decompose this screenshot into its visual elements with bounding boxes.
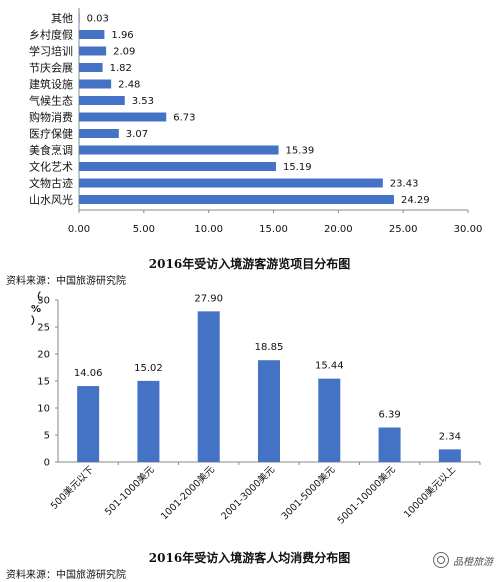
- chart2-y-tick-label: 15: [37, 377, 50, 388]
- chart1-category-label: 气候生态: [29, 94, 73, 108]
- chart1-bar: [79, 13, 80, 23]
- watermark-text: 品橙旅游: [453, 556, 493, 568]
- chart2-y-tick-label: 0: [44, 458, 50, 469]
- chart2-value-label: 14.06: [74, 368, 103, 379]
- chart1-bar: [79, 79, 112, 89]
- chart1-category-label: 山水风光: [29, 193, 73, 207]
- chart1-category-label: 学习培训: [29, 44, 73, 58]
- chart2-bar: [438, 449, 461, 462]
- chart2-category-label: 501-1000美元: [102, 463, 157, 518]
- chart1-category-label: 医疗保健: [29, 127, 73, 141]
- chart2-y-tick-label: 25: [37, 323, 50, 334]
- chart2-category-label: 10000美元以上: [401, 463, 458, 520]
- chart2-bar: [77, 386, 100, 462]
- chart1-x-tick-label: 5.00: [133, 224, 155, 235]
- chart2-value-label: 27.90: [194, 293, 223, 304]
- chart1-value-label: 15.19: [283, 162, 312, 173]
- chart1-value-label: 1.82: [110, 63, 132, 74]
- chart2-category-label: 5001-10000美元: [335, 463, 398, 526]
- chart1-value-label: 0.03: [87, 14, 109, 25]
- chart1-value-label: 15.39: [286, 146, 315, 157]
- chart2-y-axis-label: （%）: [31, 290, 41, 327]
- chart1-category-label: 建筑设施: [29, 77, 73, 91]
- chart1-value-label: 3.53: [132, 96, 154, 107]
- chart2-bar: [318, 378, 341, 462]
- chart1-bar: [79, 195, 394, 204]
- source-note-bottom: 资料来源：中国旅游研究院: [6, 570, 126, 581]
- chart1-x-tick-label: 0.00: [68, 224, 90, 235]
- chart1-x-tick-label: 10.00: [194, 224, 223, 235]
- chart1-bar: [79, 178, 383, 188]
- chart1-value-label: 2.09: [113, 47, 135, 58]
- chart1-category-label: 美食烹调: [29, 143, 73, 157]
- chart2-category-label: 2001-3000美元: [219, 463, 278, 522]
- chart2-value-label: 6.39: [378, 409, 400, 420]
- chart1-value-label: 24.29: [401, 195, 430, 206]
- chart1-x-tick-label: 30.00: [454, 224, 483, 235]
- chart1-bar: [79, 46, 107, 56]
- chart1-value-label: 2.48: [118, 80, 140, 91]
- chart2-value-label: 2.34: [439, 431, 461, 442]
- chart1-value-label: 23.43: [390, 179, 419, 190]
- chart2-bar: [378, 427, 401, 462]
- chart2-title: 2016年受访入境游客人均消费分布图: [148, 551, 351, 565]
- watermark: 品橙旅游: [433, 552, 493, 568]
- chart1-bar: [79, 162, 276, 171]
- chart1-bar: [79, 63, 103, 72]
- chart1-title: 2016年受访入境游客游览项目分布图: [148, 257, 351, 271]
- chart1-category-label: 文化艺术: [29, 160, 73, 174]
- chart-visit-items: 其他 0.03 乡村度假 1.96 学习培训 2.09 节庆会展 1.82 建筑设施 2.48 气候…: [29, 8, 482, 235]
- chart2-category-label: 500美元以下: [48, 464, 96, 512]
- chart1-x-tick-label: 15.00: [259, 224, 288, 235]
- wechat-icon: [433, 552, 449, 568]
- chart1-value-label: 1.96: [111, 30, 133, 41]
- chart2-bar: [197, 311, 220, 462]
- chart2-value-label: 15.44: [315, 361, 344, 372]
- chart1-bar: [79, 96, 125, 105]
- chart1-x-tick-label: 25.00: [389, 224, 418, 235]
- chart1-category-label: 文物古迹: [29, 176, 73, 190]
- chart1-category-label: 其他: [51, 12, 73, 25]
- chart2-y-tick-label: 20: [37, 350, 50, 361]
- chart1-category-label: 节庆会展: [29, 61, 73, 75]
- chart1-category-label: 乡村度假: [29, 28, 73, 42]
- source-note-top: 资料来源：中国旅游研究院: [6, 276, 126, 287]
- chart2-y-tick-label: 5: [44, 431, 50, 442]
- chart1-bar: [79, 129, 119, 138]
- chart1-bar: [79, 112, 167, 122]
- chart2-category-label: 1001-2000美元: [158, 463, 217, 522]
- chart-spending: （%） 0 5 10 15 20 25 30 14.06 500美元以下 15.02 501-1000…: [31, 290, 481, 526]
- chart2-category-label: 3001-5000美元: [279, 463, 338, 522]
- chart2-y-tick-label: 10: [37, 404, 50, 415]
- chart2-y-tick-label: 30: [37, 296, 50, 307]
- chart1-x-tick-label: 20.00: [324, 224, 353, 235]
- chart1-value-label: 6.73: [173, 113, 195, 124]
- chart1-bar: [79, 145, 279, 155]
- chart1-bar: [79, 30, 105, 39]
- chart2-value-label: 15.02: [134, 363, 163, 374]
- chart1-category-label: 购物消费: [29, 110, 73, 124]
- chart1-value-label: 3.07: [126, 129, 148, 140]
- chart2-value-label: 18.85: [255, 342, 284, 353]
- chart2-bar: [258, 360, 280, 462]
- chart2-bar: [137, 380, 160, 462]
